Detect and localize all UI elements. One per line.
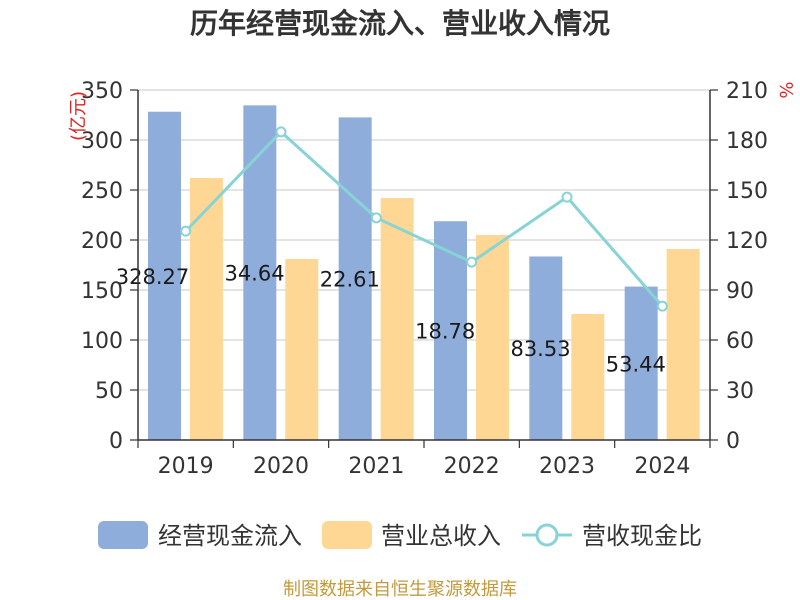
cash-revenue-ratio-point xyxy=(275,126,287,138)
left-axis-title: (亿元) xyxy=(68,91,89,141)
right-axis-tick-label: 210 xyxy=(726,79,768,104)
x-axis-tick-label: 2024 xyxy=(634,454,690,479)
axes: 0 50 100 150 200 250 300 350 0 30 60 90 120 150 180 210… xyxy=(81,79,768,479)
cash-inflow-data-labels: 328.27 334.64 322.61 218.78 183.53 153.44 xyxy=(116,262,666,377)
cash-inflow-data-label: 334.64 xyxy=(211,262,284,286)
revenue-bar xyxy=(571,314,605,440)
legend-item-revenue: 营业总收入 xyxy=(322,521,501,550)
cash-revenue-ratio-series xyxy=(180,126,668,312)
right-axis-tick-label: 30 xyxy=(726,379,754,404)
cash-inflow-data-label: 183.53 xyxy=(497,337,570,361)
right-axis-tick-label: 180 xyxy=(726,129,768,154)
cash-revenue-ratio-point xyxy=(656,300,668,312)
left-axis-tick-label: 350 xyxy=(81,79,123,104)
revenue-bar xyxy=(666,249,700,440)
cash-revenue-ratio-point xyxy=(180,225,192,237)
left-axis-tick-label: 300 xyxy=(81,129,123,154)
left-axis-tick-label: 0 xyxy=(109,429,123,454)
cash-inflow-bar xyxy=(243,105,277,441)
legend-swatch-ratio-marker xyxy=(535,523,559,547)
legend-swatch-revenue xyxy=(322,521,372,549)
left-axis-tick-label: 150 xyxy=(81,279,123,304)
legend-label-cash-inflow: 经营现金流入 xyxy=(158,522,302,550)
cash-inflow-bars xyxy=(148,105,658,441)
right-axis-title: % xyxy=(775,81,796,98)
legend-label-ratio: 营收现金比 xyxy=(582,522,702,550)
cash-revenue-ratio-line xyxy=(184,130,664,308)
x-axis-tick-label: 2022 xyxy=(444,454,500,479)
cash-inflow-data-label: 218.78 xyxy=(402,320,475,344)
cash-inflow-bar xyxy=(624,286,658,440)
x-axis-tick-label: 2021 xyxy=(348,454,404,479)
x-axis-tick-label: 2020 xyxy=(253,454,309,479)
legend-label-revenue: 营业总收入 xyxy=(381,522,501,550)
revenue-bar xyxy=(380,198,414,440)
cash-inflow-bar xyxy=(338,117,372,440)
cash-revenue-ratio-point xyxy=(370,212,382,224)
revenue-bar xyxy=(285,259,319,440)
cash-inflow-bar xyxy=(148,111,181,440)
left-axis-tick-label: 200 xyxy=(81,229,123,254)
left-axis-tick-label: 50 xyxy=(95,379,123,404)
revenue-bar xyxy=(189,178,223,440)
revenue-bar xyxy=(475,235,509,440)
legend-item-cash-inflow: 经营现金流入 xyxy=(98,521,302,550)
left-axis-tick-label: 100 xyxy=(81,329,123,354)
right-axis-tick-label: 150 xyxy=(726,179,768,204)
cash-inflow-data-label: 153.44 xyxy=(592,352,665,376)
left-axis-tick-label: 250 xyxy=(81,179,123,204)
x-axis-tick-label: 2023 xyxy=(539,454,595,479)
cash-revenue-ratio-point xyxy=(561,191,573,203)
cash-inflow-bar xyxy=(529,256,563,440)
legend-item-ratio: 营收现金比 xyxy=(522,522,702,550)
x-axis-tick-label: 2019 xyxy=(158,454,214,479)
right-axis-tick-label: 120 xyxy=(726,229,768,254)
legend: 经营现金流入 营业总收入 营收现金比 xyxy=(98,521,702,550)
right-axis-tick-label: 90 xyxy=(726,279,754,304)
right-axis-tick-label: 60 xyxy=(726,329,754,354)
right-axis-tick-label: 0 xyxy=(726,429,740,454)
cash-inflow-data-label: 322.61 xyxy=(306,268,379,292)
cash-inflow-data-label: 328.27 xyxy=(116,265,189,289)
cash-revenue-ratio-point xyxy=(466,256,478,268)
chart-title: 历年经营现金流入、营业收入情况 xyxy=(190,7,610,40)
legend-swatch-cash-inflow xyxy=(98,521,148,549)
source-note: 制图数据来自恒生聚源数据库 xyxy=(283,579,517,600)
